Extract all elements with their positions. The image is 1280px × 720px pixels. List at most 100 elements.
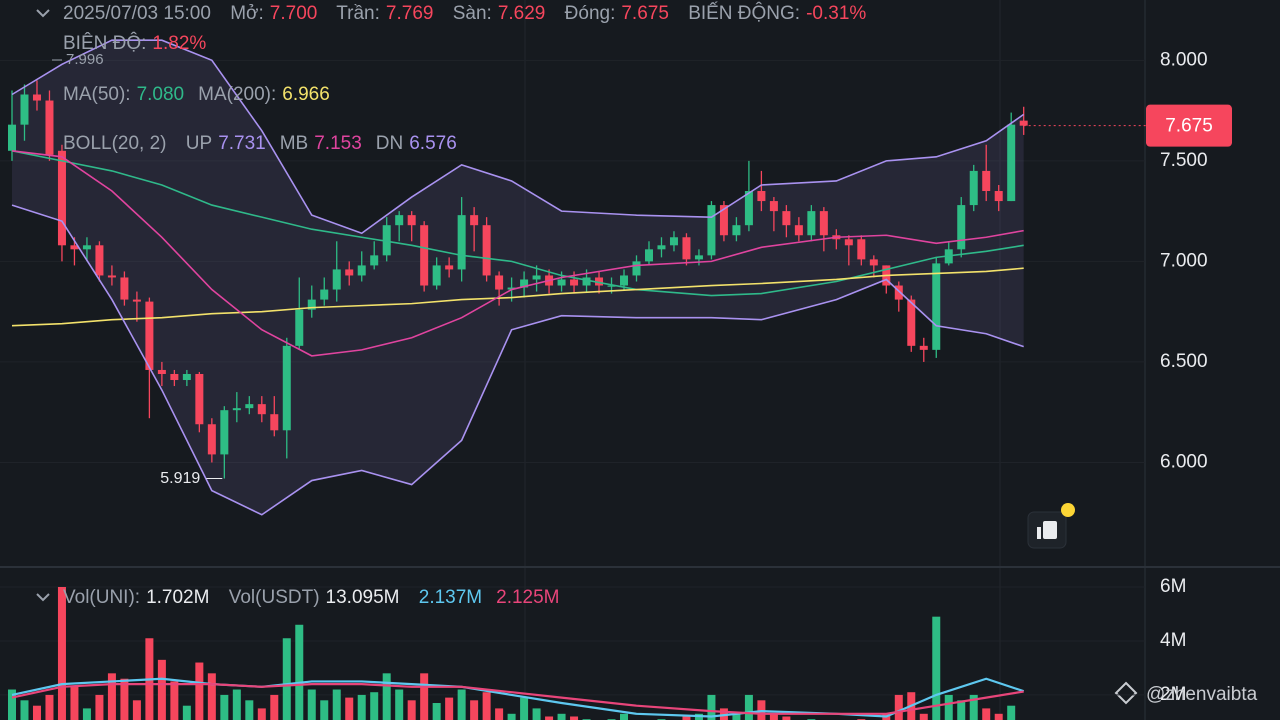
volume-bar [570, 716, 579, 720]
indicator-button[interactable] [1027, 503, 1075, 549]
volume-bar [395, 689, 404, 720]
max-label: 7.996 [66, 51, 104, 68]
volume-bar [457, 689, 466, 720]
candle-body [782, 211, 791, 226]
price-plot [8, 39, 1028, 516]
candle-body [857, 239, 866, 260]
candle-body [919, 345, 928, 350]
candle-body [819, 211, 828, 236]
volume-bar [8, 689, 16, 720]
volume-bar [195, 662, 204, 720]
candle-body [307, 299, 316, 310]
candle-body [969, 170, 978, 206]
candle-body [957, 205, 966, 250]
candle-body [8, 124, 16, 151]
candle-body [32, 94, 41, 101]
volume-bar [232, 689, 241, 720]
volume-bar [1007, 705, 1016, 720]
volume-bar [982, 708, 991, 720]
candle-body [607, 285, 616, 287]
volume-plot [8, 586, 1025, 720]
volume-bar [470, 700, 479, 720]
volume-bar [520, 697, 529, 720]
change-label: BIẾN ĐỘNG: [688, 3, 801, 24]
volume-legend: Vol(UNI): 1.702M Vol(USDT) 13.095M 2.137M 2… [63, 587, 574, 609]
volume-bar [507, 713, 516, 720]
candle-body [732, 225, 741, 236]
volume-bar [557, 713, 566, 720]
open-value: 7.700 [269, 3, 318, 24]
candle-body [107, 275, 116, 278]
volume-bar [332, 689, 341, 720]
open-label: Mở: [230, 3, 264, 24]
candle-body [45, 100, 54, 155]
legend-name: MA(200): [198, 84, 277, 105]
candle-body [557, 279, 566, 286]
candle-body [844, 239, 853, 246]
candle-body [157, 369, 166, 374]
overlay-line [11, 150, 1024, 357]
candle-body [507, 287, 516, 290]
boll-band [12, 40, 1024, 515]
volume-bar [994, 713, 1003, 720]
candle-body [495, 275, 504, 290]
candle-body [357, 265, 366, 276]
volume-bar [157, 659, 166, 720]
candle-body [395, 215, 404, 226]
legend-value: 6.576 [409, 133, 457, 154]
candle-body [232, 408, 241, 411]
legend-value: 7.153 [314, 133, 362, 154]
vol-usdt-name: Vol(USDT) [228, 587, 320, 608]
legend-name: MA(50): [63, 84, 131, 105]
candle-body [794, 225, 803, 236]
candle-body [82, 245, 91, 250]
candle-body [907, 299, 916, 346]
collapse-icon[interactable] [36, 593, 50, 602]
candle-body [132, 299, 141, 302]
candle-body [520, 279, 529, 288]
volume-bar [445, 697, 454, 720]
volume-bar [320, 700, 329, 720]
candle-body [807, 211, 816, 236]
min-label: 5.919 [160, 470, 200, 487]
header-row: 2025/07/03 15:00 Mở: 7.700 Trần: 7.769 Sàn… [63, 3, 880, 25]
overlay-line [11, 204, 1024, 516]
floor-label: Sàn: [452, 3, 492, 24]
volume-bar [932, 616, 941, 720]
candle-body [295, 309, 304, 346]
floor-value: 7.629 [497, 3, 546, 24]
volume-bar [969, 694, 978, 720]
candle-body [707, 205, 716, 256]
legend-value: 2.125M [496, 587, 560, 608]
candle-body [245, 404, 254, 409]
vol-usdt-value: 13.095M [325, 587, 400, 608]
y-tick-label: 7.000 [1160, 250, 1208, 271]
header-row: BIÊN ĐỘ: 1.82% [63, 33, 212, 55]
candle-body [682, 237, 691, 260]
candle-body [669, 237, 678, 246]
boll-legend: BOLL(20, 2) UP 7.731 MB 7.153 DN 6.576 [63, 133, 471, 155]
candle-body [620, 275, 629, 286]
candle-body [1019, 120, 1028, 126]
candle-body [994, 191, 1003, 202]
candle-body [470, 215, 479, 226]
collapse-icon[interactable] [36, 9, 50, 18]
y-tick-label: 6M [1160, 576, 1186, 597]
candle-body [195, 373, 204, 425]
volume-bar [620, 713, 629, 720]
volume-bar [919, 713, 928, 720]
candle-body [20, 94, 29, 125]
volume-bar [282, 638, 291, 720]
legend-name: MB [279, 133, 309, 154]
watermark: @zhenvaibta [1146, 684, 1258, 705]
volume-bar [270, 694, 279, 720]
y-tick-label: 8.000 [1160, 49, 1208, 70]
volume-bar [707, 694, 716, 720]
volume-bar [357, 694, 366, 720]
volume-bar [407, 700, 416, 720]
candle-body [445, 265, 454, 270]
volume-bar [257, 708, 266, 720]
volume-bar [70, 686, 79, 720]
vol-value: 1.702M [146, 587, 210, 608]
